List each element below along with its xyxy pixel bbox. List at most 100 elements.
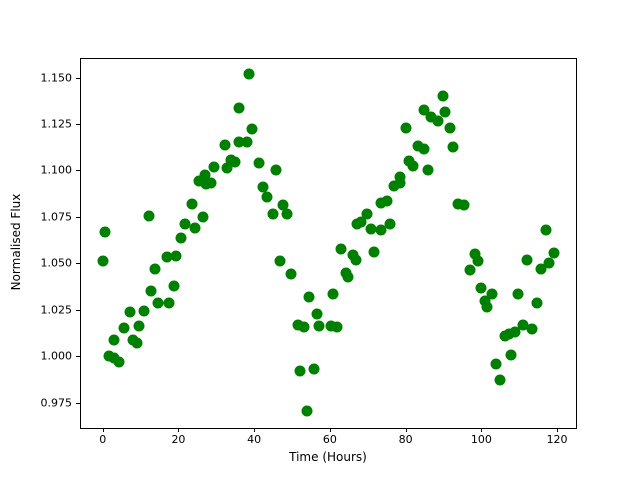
y-tick-label: 0.975 (40, 396, 73, 410)
data-point (131, 337, 143, 349)
y-tick-label: 1.150 (40, 71, 73, 85)
data-point (394, 171, 406, 183)
data-point (384, 218, 396, 230)
y-tick-mark (76, 77, 80, 79)
data-point (138, 305, 150, 317)
y-tick-label: 1.025 (40, 303, 73, 317)
data-point (175, 232, 187, 244)
data-point (163, 297, 175, 309)
x-tick-mark (405, 428, 407, 432)
data-point (149, 263, 161, 275)
data-point (313, 320, 325, 332)
data-point (325, 320, 337, 332)
data-point (229, 156, 241, 168)
x-tick-mark (102, 428, 104, 432)
data-point (208, 161, 220, 173)
data-point (526, 323, 538, 335)
y-axis-label: Normalised Flux (9, 193, 23, 291)
x-tick-label: 120 (546, 433, 568, 446)
data-point (298, 321, 310, 333)
data-point (355, 216, 367, 228)
data-point (503, 328, 515, 340)
y-tick-mark (76, 124, 80, 125)
data-point (509, 326, 521, 338)
data-point (418, 104, 430, 115)
data-point (108, 334, 120, 346)
x-tick-label: 0 (99, 433, 107, 446)
x-tick-label: 100 (470, 433, 492, 446)
data-point (469, 248, 481, 260)
x-axis-label: Time (Hours) (289, 450, 367, 464)
data-point (267, 208, 279, 220)
data-point (407, 160, 419, 172)
data-point (200, 178, 212, 190)
data-point (253, 157, 265, 169)
y-tick-mark (76, 263, 80, 265)
data-point (350, 254, 362, 266)
data-point (186, 198, 198, 210)
data-point (241, 136, 253, 148)
data-point (490, 358, 502, 370)
data-point (361, 208, 373, 220)
data-point (375, 224, 387, 236)
data-point (517, 319, 529, 331)
data-point (301, 405, 313, 417)
data-point (133, 320, 145, 332)
data-point (342, 271, 354, 283)
data-point (472, 255, 484, 267)
data-point (381, 195, 393, 207)
data-point (444, 122, 456, 134)
data-point (303, 291, 315, 303)
x-tick-label: 60 (322, 433, 337, 446)
data-point (281, 208, 293, 220)
data-point (494, 374, 506, 386)
data-point (505, 349, 517, 361)
data-point (452, 198, 464, 210)
data-point (197, 211, 209, 223)
data-point (521, 254, 533, 266)
y-tick-label: 1.100 (40, 163, 73, 177)
data-point (418, 143, 430, 155)
data-point (331, 321, 343, 333)
x-tick-mark (557, 428, 559, 432)
data-point (179, 218, 191, 230)
data-point (292, 319, 304, 331)
data-point (422, 164, 434, 176)
data-point (394, 177, 406, 189)
data-point (243, 68, 255, 80)
data-point (368, 246, 380, 258)
data-point (432, 115, 444, 127)
data-point (311, 308, 323, 320)
x-tick-label: 80 (398, 433, 413, 446)
y-tick-mark (76, 309, 80, 311)
data-point (113, 356, 125, 368)
data-point (327, 288, 339, 300)
data-point (458, 199, 470, 210)
y-tick-mark (76, 170, 80, 172)
data-point (168, 280, 180, 292)
data-point (143, 210, 155, 222)
data-point (335, 243, 347, 255)
data-point (548, 247, 560, 259)
data-point (540, 224, 552, 236)
data-point (464, 264, 476, 276)
x-tick-mark (178, 428, 180, 432)
data-point (294, 365, 306, 377)
data-point (97, 255, 109, 267)
data-point (486, 288, 498, 300)
data-point (161, 251, 173, 263)
data-point (189, 222, 201, 234)
data-point (270, 164, 282, 176)
data-point (479, 295, 491, 307)
data-point (375, 197, 387, 209)
y-tick-mark (76, 216, 80, 218)
data-point (170, 250, 182, 262)
data-point (124, 306, 136, 318)
data-point (447, 141, 459, 153)
y-tick-label: 1.125 (40, 117, 73, 131)
data-point (512, 288, 524, 300)
data-point (233, 136, 245, 148)
data-point (199, 169, 211, 181)
data-point (531, 297, 543, 309)
data-point (365, 223, 377, 235)
